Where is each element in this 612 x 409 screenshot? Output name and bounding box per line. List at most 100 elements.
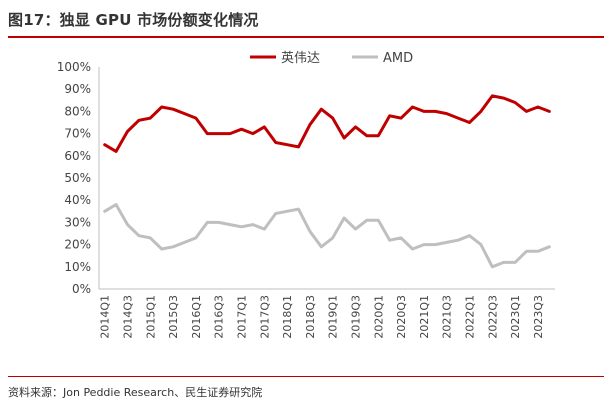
data-point [308,123,312,126]
data-point [103,210,106,213]
data-point [491,94,494,98]
y-tick-label: 90% [64,82,91,96]
y-tick-label: 40% [64,193,91,207]
x-tick-label: 2017Q1 [236,295,249,339]
data-point [548,110,551,113]
data-point [285,143,289,146]
x-tick-label: 2017Q3 [258,295,271,339]
data-point [274,212,277,215]
x-tick-label: 2021Q1 [418,295,431,339]
data-point [388,114,391,118]
x-tick-label: 2021Q3 [441,295,454,339]
y-tick-label: 80% [64,104,91,118]
data-point [149,116,152,120]
series-line-nvidia [103,94,551,153]
data-point [411,247,414,251]
data-point [365,134,369,137]
y-tick-label: 50% [64,171,91,185]
data-point [183,112,186,115]
data-point [171,245,175,248]
y-tick-label: 70% [64,127,91,141]
data-point [126,130,129,133]
data-point [297,145,300,149]
data-point [445,241,448,244]
data-point [399,116,403,120]
data-point [377,134,380,137]
source-rule [8,376,604,377]
data-point [160,105,163,109]
data-point [354,125,357,129]
source-note: 资料来源：Jon Peddie Research、民生证券研究院 [8,386,263,399]
plot-area [103,94,551,269]
title-rule [8,36,604,38]
data-point [217,132,220,135]
data-point [320,245,323,248]
data-point [411,105,414,109]
data-point [445,112,448,115]
x-tick-label: 2022Q3 [486,295,499,339]
data-point [468,234,471,237]
data-point [171,108,175,111]
x-tick-label: 2022Q1 [464,295,477,339]
x-tick-label: 2018Q1 [281,295,294,339]
data-point [183,241,186,244]
axes: 0% 10% 20% 30% 40% 50% 60% 70% 80% 90% 100% 2014Q1 2… [57,60,555,339]
data-point [126,223,129,226]
x-tick-label: 2019Q3 [350,295,363,339]
legend-label-amd: AMD [383,51,413,66]
y-tick-label: 10% [64,260,91,274]
data-point [263,125,266,129]
x-tick-label: 2014Q1 [99,295,112,339]
data-point [342,136,346,140]
data-point [525,110,528,113]
data-point [377,219,380,222]
data-point [354,227,357,231]
data-point [194,116,198,120]
y-tick-label: 60% [64,149,91,163]
y-tick-label: 100% [57,60,91,74]
data-point [342,216,346,220]
data-point [320,108,323,111]
data-point [434,243,437,246]
data-point [422,110,426,113]
data-point [434,110,437,113]
data-point [297,207,300,211]
x-tick-label: 2023Q1 [509,295,522,339]
data-point [240,225,243,228]
x-tick-label: 2023Q3 [532,295,545,339]
data-point [194,236,198,240]
data-point [548,245,551,248]
data-point [536,105,540,109]
data-point [456,239,460,242]
data-point [206,221,209,224]
data-point [525,250,528,253]
data-point [536,250,540,253]
data-point [285,210,289,213]
data-point [274,141,277,144]
data-point [114,150,118,153]
series-line-amd [103,203,551,269]
data-point [263,227,266,231]
x-tick-label: 2015Q1 [144,295,157,339]
data-point [422,243,426,246]
data-point [251,132,255,135]
x-tick-label: 2015Q3 [167,295,180,339]
data-point [365,219,369,222]
x-tick-label: 2019Q1 [327,295,340,339]
data-point [228,132,232,135]
x-tick-label: 2014Q3 [122,295,135,339]
y-tick-label: 30% [64,215,91,229]
y-tick-label: 20% [64,238,91,252]
x-tick-label: 2016Q1 [190,295,203,339]
figure-title: 图17：独显 GPU 市场份额变化情况 [8,11,259,29]
data-point [160,247,163,251]
data-point [513,261,517,264]
legend: 英伟达 AMD [250,51,413,66]
data-point [388,239,391,242]
x-tick-label: 2018Q3 [304,295,317,339]
data-point [491,265,494,268]
y-tick-label: 0% [72,282,91,296]
data-point [399,236,403,240]
data-point [228,223,232,226]
data-point [137,234,141,237]
